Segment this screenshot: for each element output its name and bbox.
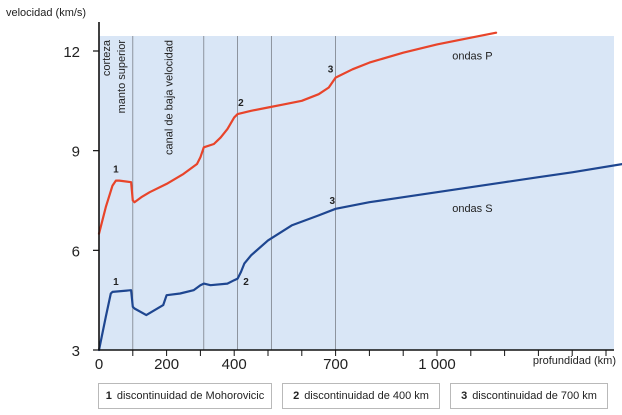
legend-number: 1: [105, 390, 112, 402]
series-lines: [97, 31, 622, 352]
legend: 1 discontinuidad de Mohorovicic 2 discon…: [98, 383, 610, 411]
series-line-ondas-p: [97, 31, 498, 235]
series-label: ondas S: [452, 203, 492, 215]
legend-item-400km: 2 discontinuidad de 400 km: [282, 383, 440, 409]
x-tick-label: 700: [323, 356, 348, 373]
layer-labels: corteza manto superior canal de baja veloc…: [101, 39, 176, 155]
legend-text: discontinuidad de Mohorovicic: [116, 390, 265, 402]
legend-number: 2: [293, 390, 300, 402]
annotations: 1 2 3 1 2 3 ondas P ondas S: [113, 50, 492, 288]
legend-text: discontinuidad de 700 km: [472, 390, 597, 402]
discontinuity-marker: 3: [329, 196, 335, 207]
y-axis-label: velocidad (km/s): [6, 7, 86, 19]
layer-label: manto superior: [116, 40, 128, 114]
y-tick-label: 12: [63, 44, 80, 61]
discontinuity-marker: 1: [113, 277, 119, 288]
discontinuity-marker: 2: [243, 277, 249, 288]
legend-item-mohorovicic: 1 discontinuidad de Mohorovicic: [98, 383, 272, 409]
x-tick-label: 200: [154, 356, 179, 373]
y-tick-label: 6: [72, 243, 80, 260]
discontinuity-marker: 1: [113, 164, 119, 175]
legend-number: 3: [461, 390, 468, 402]
x-tick-label: 400: [222, 356, 247, 373]
y-tick-label: 9: [72, 144, 80, 161]
x-tick-label: 0: [95, 356, 103, 373]
x-tick-label: 1 000: [418, 356, 456, 373]
x-axis-label: profundidad (km): [533, 355, 616, 367]
layer-label: canal de baja velocidad: [163, 40, 175, 155]
layer-label: corteza: [101, 39, 113, 76]
legend-item-700km: 3 discontinuidad de 700 km: [450, 383, 608, 409]
plot-background: [99, 36, 614, 350]
y-tick-label: 3: [72, 343, 80, 360]
series-line-ondas-s: [97, 163, 622, 352]
discontinuity-marker: 3: [328, 65, 334, 76]
discontinuity-marker: 2: [238, 98, 244, 109]
series-label: ondas P: [452, 50, 492, 62]
legend-text: discontinuidad de 400 km: [304, 390, 429, 402]
